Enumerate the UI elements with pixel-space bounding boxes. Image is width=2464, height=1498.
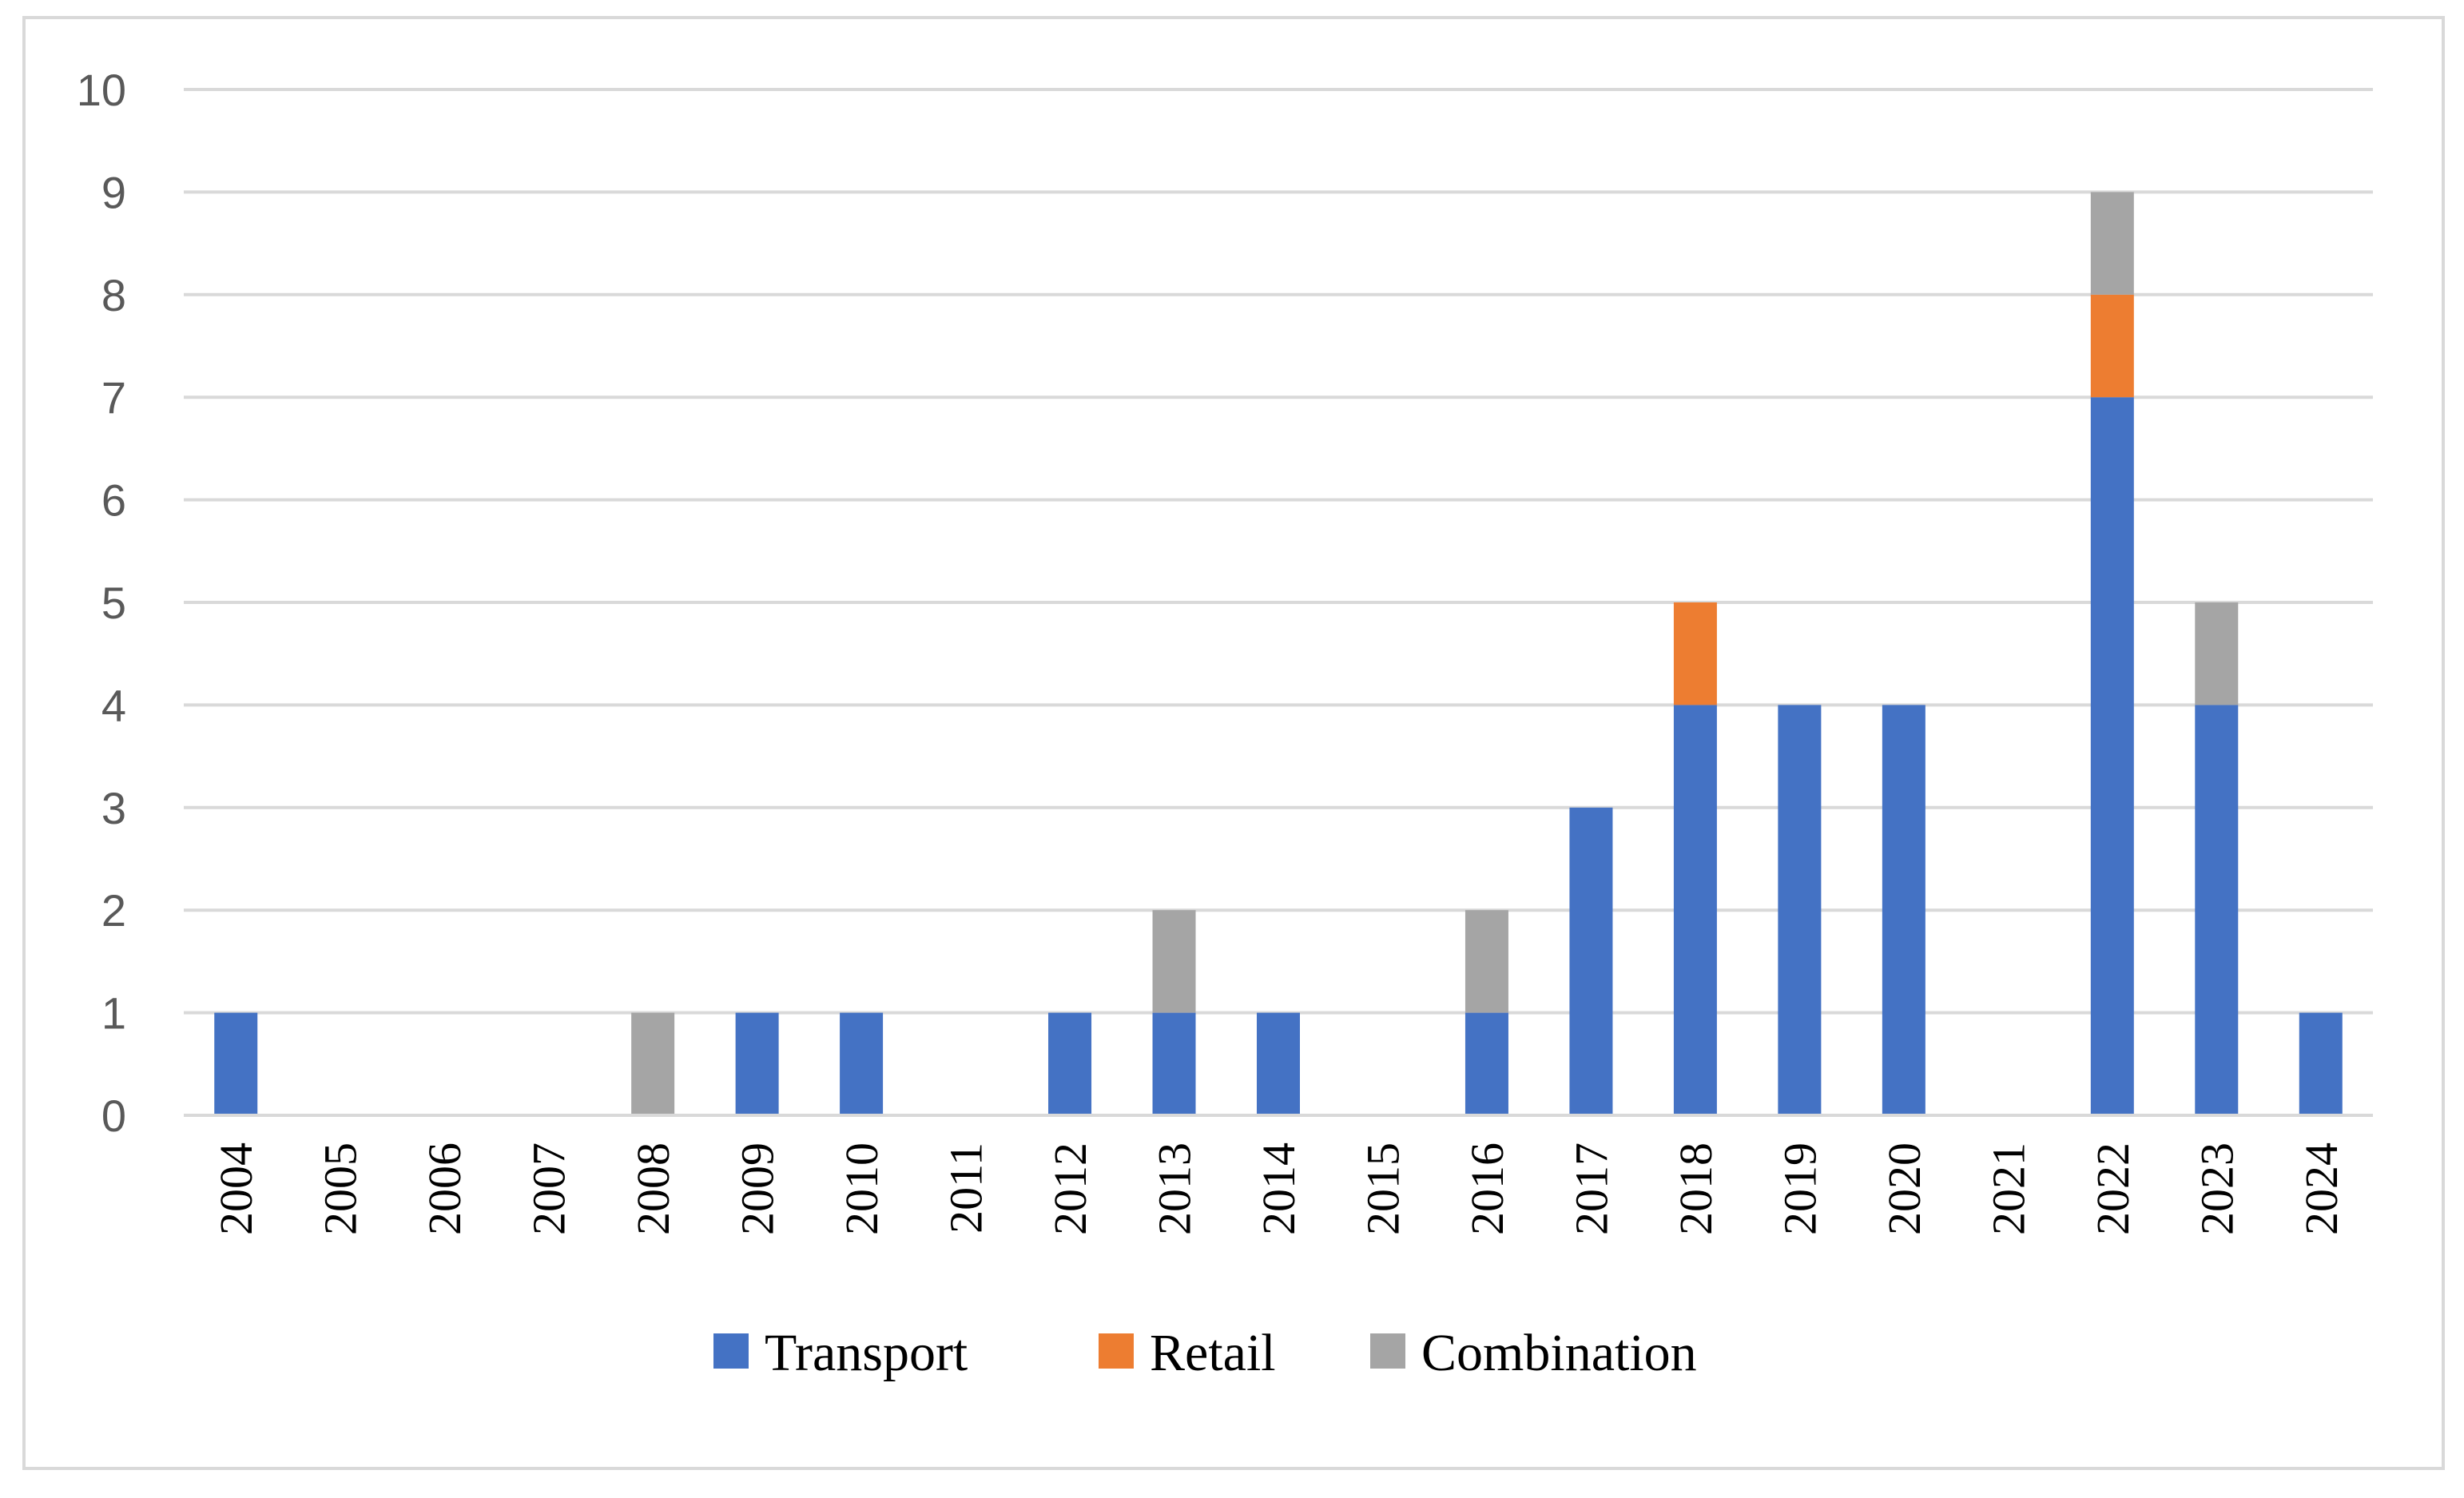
bar-transport-2017 [1569, 807, 1613, 1115]
x-tick-label: 2010 [836, 1142, 888, 1235]
x-tick-label: 2012 [1044, 1142, 1096, 1235]
legend-swatch-retail [1099, 1333, 1134, 1369]
x-tick-label: 2014 [1253, 1142, 1305, 1235]
bar-transport-2010 [840, 1012, 884, 1115]
bar-transport-2014 [1257, 1012, 1300, 1115]
x-tick-label: 2008 [627, 1142, 679, 1235]
x-axis-ticks: 2004 2005 2006 2007 2008 2009 2010 2011 2012 2013… [210, 1142, 2347, 1235]
legend-label-combination: Combination [1421, 1324, 1697, 1382]
legend-label-retail: Retail [1150, 1324, 1276, 1382]
bar-transport-2018 [1673, 705, 1717, 1115]
bars [214, 192, 2343, 1115]
x-tick-label: 2013 [1149, 1142, 1201, 1235]
legend-swatch-transport [713, 1333, 749, 1369]
bar-transport-2023 [2195, 705, 2239, 1115]
bar-transport-2024 [2299, 1012, 2343, 1115]
x-tick-label: 2017 [1565, 1142, 1617, 1235]
y-axis-ticks: 0 1 2 3 4 5 6 7 8 9 10 [77, 65, 126, 1141]
y-tick-label: 7 [101, 372, 126, 423]
bar-transport-2004 [214, 1012, 258, 1115]
chart-frame [22, 16, 2445, 1470]
y-tick-label: 5 [101, 578, 126, 628]
y-tick-label: 4 [101, 680, 126, 730]
y-tick-label: 1 [101, 988, 126, 1039]
x-tick-label: 2007 [523, 1142, 575, 1235]
bar-retail-2018 [1673, 602, 1717, 705]
bar-transport-2013 [1152, 1012, 1196, 1115]
x-tick-label: 2022 [2087, 1142, 2139, 1235]
gridlines [184, 88, 2373, 1015]
x-tick-label: 2020 [1878, 1142, 1930, 1235]
y-tick-label: 9 [101, 167, 126, 217]
x-tick-label: 2021 [1982, 1142, 2034, 1235]
y-tick-label: 2 [101, 885, 126, 936]
y-tick-label: 0 [101, 1091, 126, 1141]
legend-swatch-combination [1370, 1333, 1405, 1369]
bar-retail-2022 [2090, 294, 2134, 398]
y-tick-label: 3 [101, 783, 126, 833]
x-tick-label: 2015 [1357, 1142, 1409, 1235]
x-tick-label: 2018 [1670, 1142, 1722, 1235]
y-tick-label: 10 [77, 65, 126, 115]
legend-label-transport: Transport [765, 1324, 968, 1382]
bar-transport-2022 [2090, 397, 2134, 1115]
legend: Transport Retail Combination [713, 1324, 1697, 1382]
x-tick-label: 2016 [1461, 1142, 1513, 1235]
x-tick-label: 2024 [2295, 1142, 2347, 1235]
y-tick-label: 8 [101, 270, 126, 320]
bar-transport-2009 [735, 1012, 779, 1115]
bar-combination-2023 [2195, 602, 2239, 705]
x-tick-label: 2006 [419, 1142, 471, 1235]
bar-combination-2008 [631, 1012, 675, 1115]
x-tick-label: 2004 [210, 1142, 262, 1235]
bar-combination-2013 [1152, 910, 1196, 1013]
x-tick-label: 2009 [732, 1142, 784, 1235]
x-tick-label: 2011 [940, 1142, 992, 1234]
y-tick-label: 6 [101, 475, 126, 526]
bar-combination-2016 [1464, 910, 1508, 1013]
bar-transport-2020 [1882, 705, 1925, 1115]
bar-transport-2016 [1464, 1012, 1508, 1115]
bar-transport-2012 [1048, 1012, 1092, 1115]
x-tick-label: 2005 [315, 1142, 367, 1235]
x-tick-label: 2023 [2191, 1142, 2243, 1235]
x-tick-label: 2019 [1774, 1142, 1826, 1235]
bar-combination-2022 [2090, 192, 2134, 295]
bar-transport-2019 [1778, 705, 1822, 1115]
